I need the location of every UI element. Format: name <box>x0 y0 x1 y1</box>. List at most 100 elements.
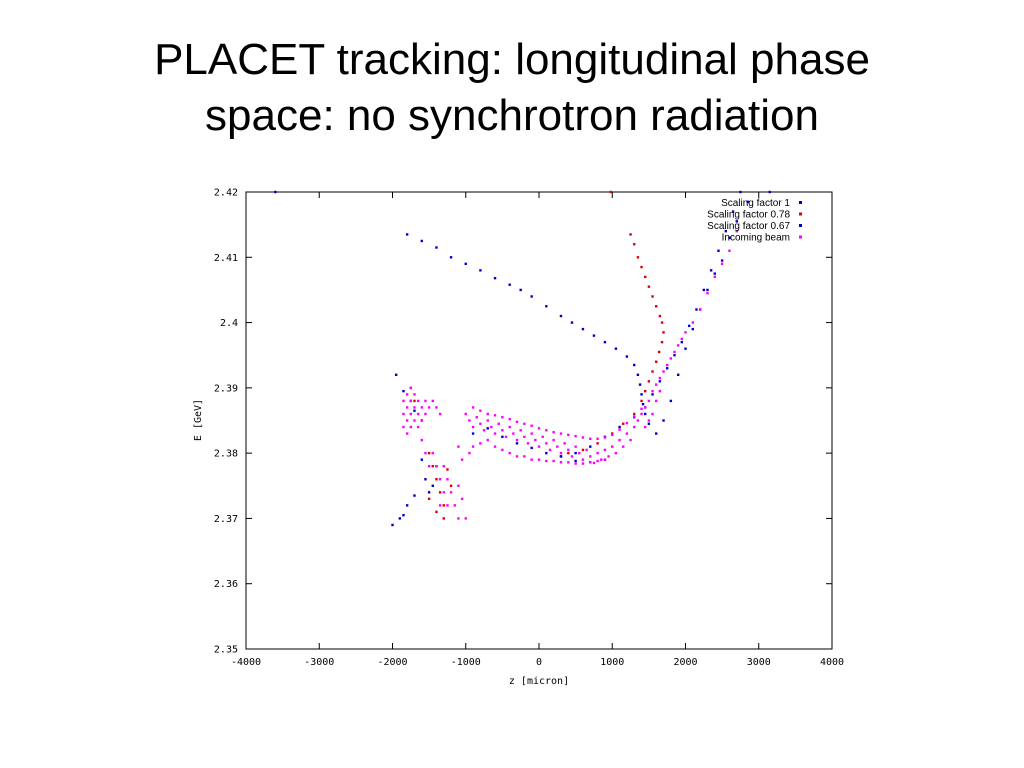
data-point <box>442 465 445 468</box>
data-point <box>647 422 651 425</box>
data-point <box>618 438 621 442</box>
data-point <box>486 438 489 442</box>
data-point <box>402 513 405 517</box>
data-point <box>420 239 423 243</box>
data-point <box>515 438 519 442</box>
data-point <box>633 415 636 418</box>
data-point <box>559 461 563 464</box>
data-point <box>508 451 511 455</box>
data-point <box>471 432 475 435</box>
slide-title-line-1: PLACET tracking: longitudinal phase <box>154 35 870 84</box>
data-point <box>559 455 563 458</box>
data-point <box>574 451 577 455</box>
data-point <box>680 337 684 341</box>
data-point <box>471 406 475 409</box>
data-point <box>720 259 724 262</box>
data-point <box>669 357 673 360</box>
data-point <box>581 327 585 331</box>
data-point <box>717 249 720 252</box>
data-point <box>596 437 599 440</box>
data-point <box>673 350 676 354</box>
data-point <box>687 324 691 328</box>
data-point <box>633 243 636 246</box>
x-tick-label: 3000 <box>747 657 771 668</box>
data-point <box>442 504 445 507</box>
x-tick-label: 2000 <box>673 657 697 668</box>
y-tick-label: 2.35 <box>214 645 238 656</box>
data-point <box>460 458 464 461</box>
data-point <box>530 432 533 435</box>
data-point <box>424 412 427 416</box>
data-point <box>640 407 643 410</box>
data-point <box>479 442 482 445</box>
data-point <box>640 399 643 403</box>
data-point <box>596 459 599 463</box>
data-point <box>501 416 504 419</box>
data-point <box>614 451 618 455</box>
x-axis-label: z [micron] <box>509 676 569 687</box>
data-point <box>442 517 445 520</box>
data-point <box>413 406 416 409</box>
data-point <box>559 451 563 455</box>
data-point <box>633 412 636 416</box>
data-point <box>486 419 489 422</box>
y-tick-label: 2.41 <box>214 253 238 264</box>
data-point <box>427 497 431 501</box>
data-point <box>501 448 504 452</box>
data-point <box>622 422 625 425</box>
data-point <box>603 458 607 461</box>
data-point <box>449 491 453 494</box>
data-point <box>739 190 742 194</box>
data-point <box>457 517 460 520</box>
data-point <box>592 334 596 337</box>
data-point <box>504 435 508 439</box>
data-point <box>574 445 577 448</box>
data-point <box>625 421 629 425</box>
data-point <box>416 399 420 403</box>
data-point <box>402 389 405 393</box>
data-point <box>486 412 489 416</box>
data-point <box>537 445 541 448</box>
data-point <box>581 436 585 439</box>
data-point <box>438 478 442 481</box>
data-point <box>442 491 445 494</box>
data-point <box>545 442 548 445</box>
data-point <box>567 461 570 464</box>
data-point <box>618 425 621 429</box>
data-point <box>578 451 581 455</box>
data-point <box>438 504 442 507</box>
data-point <box>702 288 706 292</box>
data-point <box>636 373 640 376</box>
legend-marker <box>799 201 802 204</box>
data-point <box>409 412 413 416</box>
data-point <box>589 445 592 448</box>
data-point <box>589 461 592 464</box>
data-point <box>638 383 642 386</box>
data-point <box>706 288 709 292</box>
data-point <box>545 459 548 463</box>
data-point <box>416 412 420 416</box>
data-point <box>537 427 541 430</box>
data-point <box>493 414 497 417</box>
data-point <box>457 445 460 448</box>
data-point <box>673 354 676 357</box>
data-point <box>431 399 434 403</box>
data-point <box>603 340 607 344</box>
data-point <box>523 435 526 439</box>
y-tick-label: 2.36 <box>214 579 238 590</box>
data-point <box>655 305 658 308</box>
data-point <box>526 442 530 445</box>
data-point <box>413 494 416 497</box>
data-point <box>409 399 413 403</box>
data-point <box>402 412 405 416</box>
data-point <box>482 429 486 432</box>
data-point <box>508 425 511 429</box>
data-point <box>684 347 687 350</box>
data-point <box>471 445 475 448</box>
data-point <box>636 419 640 422</box>
data-point <box>698 308 702 311</box>
data-point <box>460 497 464 501</box>
data-point <box>479 422 482 425</box>
data-point <box>523 422 526 425</box>
